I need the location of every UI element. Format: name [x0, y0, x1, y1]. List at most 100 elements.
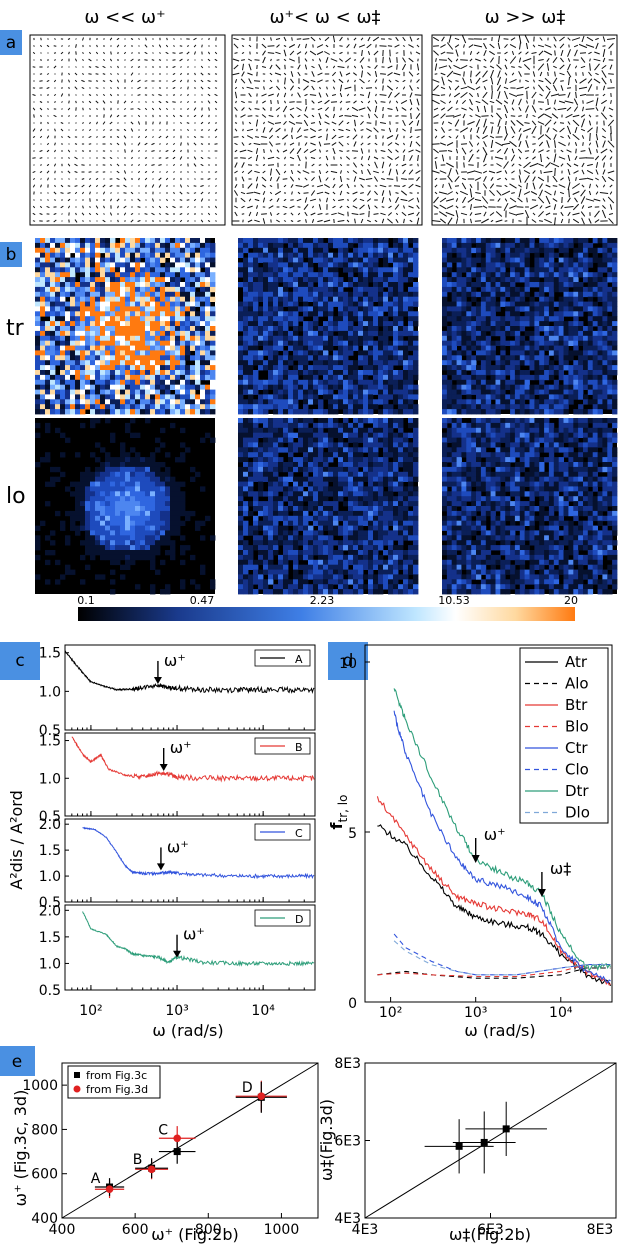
- heatmap-cell: [65, 345, 71, 351]
- heatmap-cell: [303, 311, 309, 317]
- heatmap-cell: [90, 360, 96, 366]
- heatmap-cell: [353, 374, 359, 381]
- vector-stroke: [262, 190, 266, 196]
- vector-stroke: [483, 141, 487, 147]
- vector-stroke: [519, 42, 521, 50]
- vector-stroke: [247, 149, 253, 153]
- vector-stroke: [309, 127, 317, 133]
- vector-stroke: [332, 183, 336, 189]
- vector-stroke: [331, 134, 337, 140]
- heatmap-cell: [130, 286, 136, 293]
- heatmap-cell: [328, 394, 334, 400]
- vector-stroke: [295, 135, 303, 139]
- vector-stroke: [234, 149, 238, 153]
- vector-stroke: [433, 114, 439, 118]
- vector-stroke: [518, 107, 522, 111]
- vector-stroke: [380, 212, 386, 216]
- vector-stroke: [262, 107, 266, 111]
- heatmap-cell: [485, 355, 492, 361]
- heatmap-cell: [490, 365, 496, 371]
- vector-stroke: [395, 79, 399, 83]
- heatmap-cell: [95, 389, 101, 395]
- vector-stroke: [261, 93, 267, 97]
- heatmap-cell: [398, 306, 404, 312]
- heatmap-cell: [263, 247, 269, 254]
- heatmap-cell: [393, 252, 399, 258]
- heatmap-cell: [476, 291, 482, 298]
- vector-stroke: [554, 50, 556, 56]
- vector-stroke: [497, 91, 501, 99]
- heatmap-cell: [115, 389, 121, 395]
- vector-stroke: [538, 59, 544, 61]
- heatmap-cell: [200, 389, 206, 395]
- heatmap-cell: [303, 306, 309, 312]
- vector-stroke: [246, 86, 254, 90]
- heatmap-cell: [60, 335, 66, 342]
- heatmap-cell: [303, 286, 309, 293]
- heatmap-cell: [170, 257, 176, 263]
- heatmap-cell: [413, 350, 419, 356]
- heatmap-cell: [170, 316, 176, 322]
- heatmap-cell: [273, 409, 279, 415]
- heatmap-cell: [383, 301, 389, 307]
- heatmap-cell: [253, 291, 259, 298]
- heatmap-cell: [393, 379, 399, 386]
- heatmap-cell: [273, 374, 279, 381]
- heatmap-cell: [393, 374, 399, 381]
- vector-stroke: [103, 51, 105, 55]
- vector-stroke: [82, 220, 84, 222]
- vector-stroke: [269, 127, 273, 133]
- heatmap-cell: [273, 345, 279, 351]
- heatmap-cell: [328, 355, 334, 361]
- heatmap-cell: [393, 267, 399, 273]
- vector-stroke: [326, 197, 328, 203]
- vector-stroke: [388, 79, 392, 83]
- heatmap-cell: [446, 262, 453, 268]
- vector-stroke: [61, 108, 63, 110]
- heatmap-cell: [90, 286, 96, 293]
- heatmap-cell: [85, 360, 91, 366]
- heatmap-cell: [248, 267, 254, 273]
- heatmap-cell: [105, 291, 111, 298]
- heatmap-cell: [343, 404, 349, 410]
- vector-stroke: [247, 169, 253, 175]
- heatmap-cell: [451, 360, 457, 366]
- heatmap-cell: [353, 282, 359, 288]
- vector-stroke: [388, 168, 392, 176]
- heatmap-cell: [318, 399, 324, 405]
- vector-stroke: [39, 213, 43, 215]
- heatmap-cell: [358, 267, 364, 273]
- vector-stroke: [432, 99, 440, 105]
- heatmap-cell: [145, 242, 151, 249]
- heatmap-cell: [456, 335, 462, 342]
- vector-stroke: [468, 153, 474, 163]
- vector-stroke: [172, 66, 176, 68]
- vector-stroke: [289, 85, 295, 91]
- vector-stroke: [558, 156, 566, 160]
- heatmap-cell: [442, 238, 448, 244]
- vector-stroke: [518, 34, 522, 44]
- heatmap-cell: [238, 321, 244, 327]
- vector-stroke: [332, 147, 336, 155]
- heatmap-cell: [190, 301, 196, 307]
- heatmap-cell: [115, 311, 121, 317]
- vector-stroke: [110, 198, 112, 202]
- heatmap-cell: [65, 365, 71, 371]
- heatmap-cell: [373, 311, 379, 317]
- vector-stroke: [248, 78, 252, 84]
- vector-stroke: [54, 142, 56, 146]
- vector-stroke: [276, 85, 280, 91]
- vector-stroke: [144, 157, 148, 159]
- heatmap-cell: [248, 296, 254, 302]
- vector-stroke: [54, 149, 56, 153]
- heatmap-cell: [200, 360, 206, 366]
- vector-stroke: [304, 211, 308, 217]
- heatmap-cell: [110, 252, 116, 258]
- heatmap-cell: [338, 311, 344, 317]
- heatmap-cell: [413, 355, 419, 361]
- heatmap-cell: [140, 267, 146, 273]
- vector-stroke: [432, 79, 440, 83]
- vector-stroke: [303, 149, 309, 153]
- heatmap-cell: [446, 404, 453, 410]
- heatmap-cell: [100, 409, 106, 415]
